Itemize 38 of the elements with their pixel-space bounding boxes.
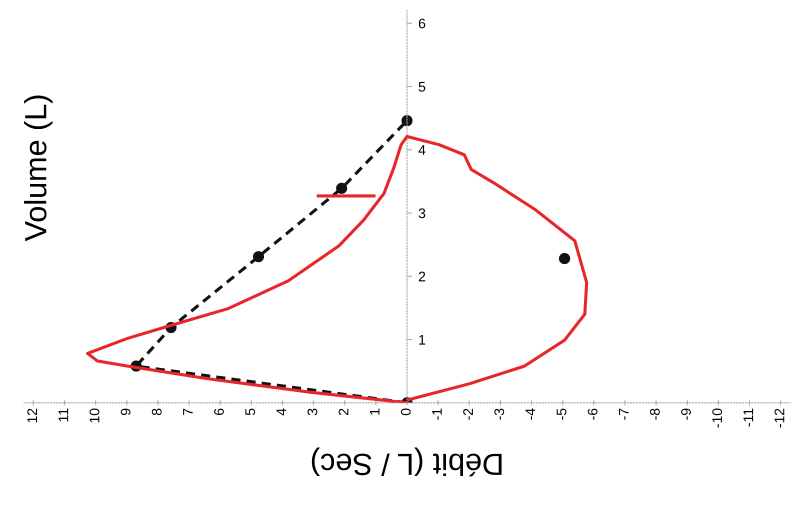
line-series xyxy=(86,134,588,403)
x-tick-label: -10 xyxy=(712,408,722,428)
x-tick-label: -3 xyxy=(494,408,504,420)
x-tick-label: -12 xyxy=(774,408,784,428)
x-tick-label: 5 xyxy=(245,408,256,416)
x-tick-label: 12 xyxy=(27,408,37,422)
x-tick-label: 8 xyxy=(152,408,162,416)
x-tick-label: -7 xyxy=(618,408,629,420)
x-tick-label: 3 xyxy=(308,408,318,416)
x-tick-label: 10 xyxy=(90,408,100,422)
x-tick-label: 2 xyxy=(338,408,348,416)
x-tick-label: -9 xyxy=(681,408,691,420)
x-tick-label: -8 xyxy=(650,408,660,420)
y-tick-label: 6 xyxy=(418,18,426,28)
x-tick-label: -1 xyxy=(432,408,442,420)
y-tick-label: 5 xyxy=(418,82,426,92)
x-tick-label: 0 xyxy=(400,408,411,416)
point xyxy=(558,252,570,264)
y-tick-label: 1 xyxy=(419,335,426,345)
x-tick-label: 1 xyxy=(370,408,380,415)
y-tick-label: 3 xyxy=(418,208,426,218)
x-axis-title: Débit (L / Sec) xyxy=(312,448,502,476)
x-tick-label: 4 xyxy=(276,408,286,416)
x-tick-label: 6 xyxy=(214,408,224,416)
x-tick-label: -11 xyxy=(744,408,754,426)
x-tick-label: 11 xyxy=(58,408,68,422)
x-tick-label: 9 xyxy=(120,408,131,416)
y-axis-title: Volume (L) xyxy=(24,95,53,242)
x-tick-label: 7 xyxy=(183,408,193,416)
x-tick-label: -6 xyxy=(588,408,598,420)
x-tick-label: -4 xyxy=(526,408,536,420)
x-tick-label: -2 xyxy=(463,408,473,420)
point xyxy=(336,182,348,194)
y-tick-label: 2 xyxy=(418,272,426,282)
point xyxy=(401,115,413,126)
point xyxy=(252,251,264,262)
x-tick-label: -5 xyxy=(556,408,566,420)
y-tick-label: 4 xyxy=(418,145,426,155)
